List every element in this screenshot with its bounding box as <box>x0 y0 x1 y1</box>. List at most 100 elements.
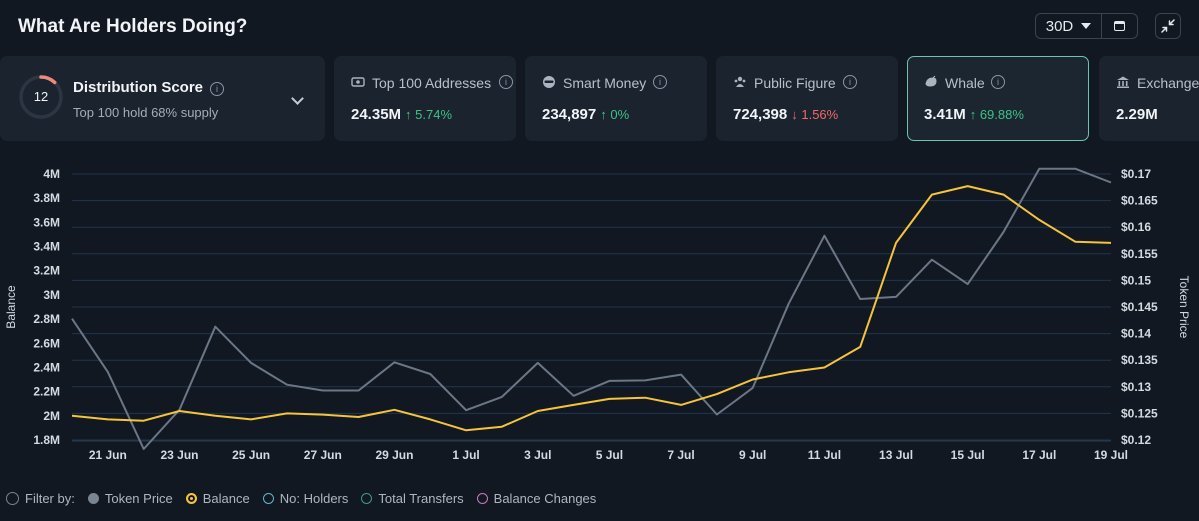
y-tick-label: 2.8M <box>33 312 60 326</box>
holders-chart: 4M 3.8M 3.6M 3.4M 3.2M 3M 2.8M 2.6M 2.4M 2.2M 2M 1.… <box>4 167 1191 462</box>
header: What Are Holders Doing? 30D <box>0 0 1199 56</box>
balance-line <box>71 185 1112 432</box>
range-selector: 30D <box>1035 13 1138 39</box>
legend-label: Balance <box>202 490 250 506</box>
legend: Filter by: Token Price Balance No: Holde… <box>6 489 609 507</box>
range-value: 30D <box>1045 17 1074 35</box>
y2-tick-label: $0.17 <box>1121 167 1151 181</box>
collapse-button[interactable] <box>1155 13 1181 39</box>
y-tick-label: 3.2M <box>33 264 60 278</box>
info-icon[interactable]: i <box>843 75 857 89</box>
stat-cards: 12 Distribution Score i Top 100 hold 68%… <box>0 56 1199 142</box>
y2-tick-label: $0.135 <box>1121 353 1158 367</box>
value-text: 724,398 <box>733 106 788 123</box>
distribution-title: Distribution Score <box>73 79 204 96</box>
smart-money-icon <box>543 76 555 88</box>
grid <box>72 173 1111 442</box>
public-figure-icon <box>734 76 746 87</box>
change-up: ↑ 5.74% <box>405 107 453 122</box>
series-lines <box>71 167 1112 450</box>
info-icon[interactable]: i <box>653 75 667 89</box>
card-whale[interactable]: Whale i 3.41M ↑ 69.88% <box>907 56 1089 141</box>
holders-dot-icon <box>262 492 274 504</box>
x-tick-label: 25 Jun <box>232 448 270 462</box>
x-tick-label: 11 Jul <box>808 448 841 462</box>
y2-tick-label: $0.16 <box>1121 220 1151 234</box>
y2-axis-label: Token Price <box>1177 276 1191 339</box>
y-tick-label: 3M <box>43 288 60 302</box>
collapse-icon <box>1161 19 1175 33</box>
y-tick-label: 4M <box>43 167 60 181</box>
info-icon[interactable]: i <box>210 82 224 96</box>
value-text: 3.41M <box>924 106 966 123</box>
y-axis-left: 4M 3.8M 3.6M 3.4M 3.2M 3M 2.8M 2.6M 2.4M 2.2M 2M 1.… <box>33 167 60 447</box>
legend-balance[interactable]: Balance <box>185 490 250 506</box>
legend-label: Token Price <box>104 490 173 506</box>
chevron-down-icon[interactable] <box>291 92 304 105</box>
x-tick-label: 13 Jul <box>879 448 913 462</box>
card-label: Exchange <box>1137 75 1199 91</box>
change-text: 0% <box>610 107 630 122</box>
y2-tick-label: $0.155 <box>1121 247 1158 261</box>
legend-label: Total Transfers <box>378 490 464 506</box>
x-tick-label: 23 Jun <box>160 448 198 462</box>
distribution-score-card[interactable]: 12 Distribution Score i Top 100 hold 68%… <box>0 56 325 141</box>
balance-changes-dot-icon <box>476 492 488 504</box>
x-tick-label: 1 Jul <box>452 448 479 462</box>
y2-tick-label: $0.13 <box>1121 380 1151 394</box>
card-smart-money[interactable]: Smart Money i 234,897 ↑ 0% <box>525 56 707 141</box>
y-tick-label: 1.8M <box>33 433 60 447</box>
card-exchange[interactable]: Exchange 2.29M <box>1099 56 1199 141</box>
legend-total-transfers[interactable]: Total Transfers <box>361 490 464 506</box>
legend-token-price[interactable]: Token Price <box>87 490 173 506</box>
info-icon[interactable]: i <box>991 75 1005 89</box>
score-ring <box>19 75 63 119</box>
x-tick-label: 17 Jul <box>1022 448 1056 462</box>
legend-label: Balance Changes <box>493 490 597 506</box>
card-value: 234,897 ↑ 0% <box>542 106 629 123</box>
transfers-dot-icon <box>361 492 373 504</box>
info-icon[interactable]: i <box>499 75 513 89</box>
token-price-dot-icon <box>87 492 99 504</box>
page-title: What Are Holders Doing? <box>18 16 248 37</box>
change-text: 5.74% <box>415 107 453 122</box>
balance-dot-icon <box>185 492 197 504</box>
change-up: ↑ 69.88% <box>969 107 1024 122</box>
y2-tick-label: $0.14 <box>1121 327 1151 341</box>
y-tick-label: 2.6M <box>33 336 60 350</box>
y2-tick-label: $0.15 <box>1121 273 1151 287</box>
legend-balance-changes[interactable]: Balance Changes <box>476 490 597 506</box>
whale-icon <box>925 75 937 87</box>
y2-tick-label: $0.12 <box>1121 433 1151 447</box>
change-text: 69.88% <box>979 107 1024 122</box>
money-icon <box>351 77 365 87</box>
range-dropdown[interactable]: 30D <box>1036 14 1102 38</box>
x-tick-label: 7 Jul <box>667 448 694 462</box>
card-value: 2.29M <box>1116 106 1158 123</box>
distribution-subtitle: Top 100 hold 68% supply <box>73 105 219 120</box>
card-public-figure[interactable]: Public Figure i 724,398 ↓ 1.56% <box>716 56 898 141</box>
value-text: 234,897 <box>542 106 597 123</box>
card-label: Smart Money <box>563 75 647 91</box>
y-tick-label: 3.4M <box>33 240 60 254</box>
card-top-100-addresses[interactable]: Top 100 Addresses i 24.35M ↑ 5.74% <box>334 56 516 141</box>
x-tick-label: 19 Jul <box>1094 448 1128 462</box>
legend-holders[interactable]: No: Holders <box>262 491 348 506</box>
x-tick-label: 21 Jun <box>89 448 127 462</box>
filter-text: Filter by: <box>25 490 75 506</box>
card-label: Top 100 Addresses <box>372 75 492 91</box>
x-tick-label: 9 Jul <box>739 448 766 462</box>
x-tick-label: 27 Jun <box>304 448 342 462</box>
filter-label: Filter by: <box>6 491 75 506</box>
value-text: 24.35M <box>351 106 402 123</box>
y-axis-label: Balance <box>4 285 18 329</box>
y-axis-right: $0.17 $0.165 $0.16 $0.155 $0.15 $0.145 $0.14 $0… <box>1121 167 1158 447</box>
y-tick-label: 2.4M <box>33 360 60 374</box>
card-label: Public Figure <box>754 75 836 91</box>
card-value: 3.41M ↑ 69.88% <box>924 106 1024 123</box>
x-tick-label: 3 Jul <box>524 448 551 462</box>
y2-tick-label: $0.145 <box>1121 300 1158 314</box>
y2-tick-label: $0.165 <box>1121 194 1158 208</box>
calendar-icon <box>1114 21 1125 31</box>
calendar-button[interactable] <box>1102 14 1137 38</box>
